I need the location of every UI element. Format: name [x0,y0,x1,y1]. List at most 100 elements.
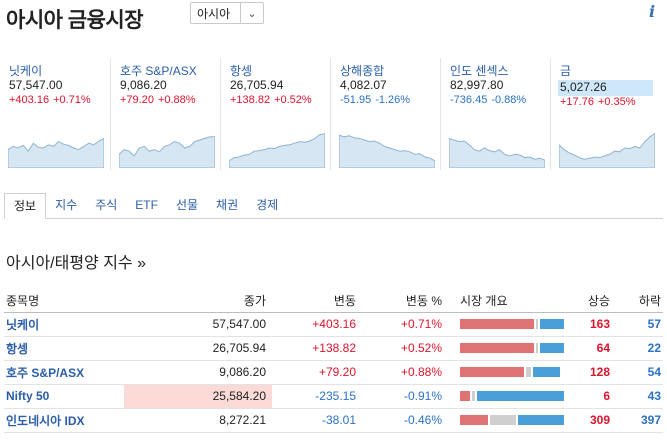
row-change-pct: -0.91% [362,384,448,409]
col-header-market-overview: 시장 개요 [448,290,568,313]
row-name[interactable]: 인도네시아 IDX [4,408,124,433]
tab-indices[interactable]: 지수 [55,198,78,212]
table-row[interactable]: 닛케이 57,547.00 +403.16 +0.71% 163 57 [4,312,663,337]
breadth-bar [460,415,564,425]
tab-stocks[interactable]: 주식 [95,198,118,212]
chevron-down-icon[interactable]: ⌄ [247,7,257,20]
market-card[interactable]: 상해종합 4,082.07 -51.95 -1.26% [330,58,440,170]
sparkline-chart [559,133,655,168]
row-name[interactable]: Nifty 50 [4,384,124,409]
row-name[interactable]: 호주 S&P/ASX [4,360,124,385]
row-change: +79.20 [272,360,362,385]
row-change-pct: +0.88% [362,360,448,385]
row-close: 9,086.20 [124,360,272,385]
breadth-unchanged-segment [472,391,475,401]
card-price: 26,705.94 [230,78,284,92]
sparkline-chart [449,137,545,168]
table-header-row: 종목명 종가 변동 변동 % 시장 개요 상승 하락 [4,290,663,313]
card-name[interactable]: 호주 S&P/ASX [120,64,197,78]
row-change-pct: +0.52% [362,336,448,361]
row-change-pct: -0.46% [362,408,448,433]
card-change-row: +403.16 +0.71% [9,94,110,110]
card-price: 5,027.26 [558,80,653,96]
col-header-declines: 하락 [616,290,663,313]
row-advances: 309 [568,408,616,433]
table-row[interactable]: 호주 S&P/ASX 9,086.20 +79.20 +0.88% 128 54 [4,360,663,385]
tab-bar: 정보 지수 주식 ETF 선물 채권 경제 [4,193,663,219]
market-card[interactable]: 호주 S&P/ASX 9,086.20 +79.20 +0.88% [110,58,220,170]
card-price: 9,086.20 [120,78,167,92]
breadth-bar [460,319,564,329]
row-change: +138.82 [272,336,362,361]
sparkline-chart [119,136,215,168]
card-change-pct: +0.35% [597,96,636,108]
col-header-change: 변동 [272,290,362,313]
card-change: +138.82 [230,94,271,106]
breadth-advance-segment [460,391,470,401]
tab-futures[interactable]: 선물 [175,198,199,212]
region-select[interactable]: 아시아 ⌄ [190,2,264,24]
table-row[interactable]: 항셍 26,705.94 +138.82 +0.52% 64 22 [4,336,663,361]
row-close: 57,547.00 [124,312,272,337]
breadth-advance-segment [460,319,534,329]
row-name[interactable]: 닛케이 [4,312,124,337]
row-market-overview [448,384,568,409]
col-header-change-pct: 변동 % [362,290,448,313]
row-market-overview [448,336,568,361]
market-card[interactable]: 인도 센섹스 82,997.80 -736.45 -0.88% [440,58,550,170]
row-advances: 6 [568,384,616,409]
breadth-unchanged-segment [536,319,538,329]
card-name[interactable]: 금 [560,64,572,78]
market-cards: 닛케이 57,547.00 +403.16 +0.71% 호주 S&P/ASX 9… [0,58,667,170]
row-change-pct: +0.71% [362,312,448,337]
breadth-advance-segment [460,343,534,353]
card-change: -736.45 [450,94,488,106]
section-title[interactable]: 아시아/태평양 지수 » [6,255,146,272]
card-change: +17.76 [560,96,594,108]
row-close: 25,584.20 [124,384,272,409]
card-name[interactable]: 닛케이 [9,64,43,78]
col-header-name: 종목명 [4,290,124,313]
index-table: 종목명 종가 변동 변동 % 시장 개요 상승 하락 닛케이 57,547.00 +… [4,290,663,433]
header: 아시아 금융시장 아시아 ⌄ i [0,0,667,36]
market-card[interactable]: 항셍 26,705.94 +138.82 +0.52% [220,58,330,170]
card-change-pct: -0.88% [491,94,527,106]
row-advances: 128 [568,360,616,385]
row-name[interactable]: 항셍 [4,336,124,361]
card-change-row: +138.82 +0.52% [230,94,330,110]
sparkline-chart [229,133,325,168]
sparkline-area [229,133,325,168]
market-card[interactable]: 닛케이 57,547.00 +403.16 +0.71% [0,58,110,170]
breadth-decline-segment [540,343,564,353]
row-declines: 43 [616,384,663,409]
breadth-unchanged-segment [490,415,516,425]
breadth-advance-segment [460,367,524,377]
tab-etf[interactable]: ETF [135,198,158,212]
info-icon[interactable]: i [648,2,656,21]
breadth-decline-segment [518,415,564,425]
sparkline-chart [8,137,104,168]
page-title: 아시아 금융시장 [6,9,144,32]
card-price: 82,997.80 [450,78,504,92]
card-change-row: +17.76 +0.35% [560,96,660,112]
card-name[interactable]: 상해종합 [340,64,385,78]
card-name[interactable]: 인도 센섹스 [450,64,509,78]
tab-info[interactable]: 정보 [4,193,47,219]
row-close: 26,705.94 [124,336,272,361]
table-row[interactable]: 인도네시아 IDX 8,272.21 -38.01 -0.46% 309 397 [4,408,663,433]
card-change-pct: +0.52% [274,94,312,106]
sparkline-area [339,134,435,168]
breadth-bar [460,343,564,353]
card-change-pct: +0.71% [53,94,91,106]
market-card[interactable]: 금 5,027.26 +17.76 +0.35% [550,58,660,170]
breadth-unchanged-segment [526,367,531,377]
breadth-decline-segment [540,319,564,329]
tab-bonds[interactable]: 채권 [216,198,239,212]
row-advances: 64 [568,336,616,361]
sparkline-area [449,137,545,168]
tab-economy[interactable]: 경제 [256,198,279,212]
table-row[interactable]: Nifty 50 25,584.20 -235.15 -0.91% 6 43 [4,384,663,409]
card-name[interactable]: 항셍 [230,64,253,78]
row-change: +403.16 [272,312,362,337]
row-close: 8,272.21 [124,408,272,433]
